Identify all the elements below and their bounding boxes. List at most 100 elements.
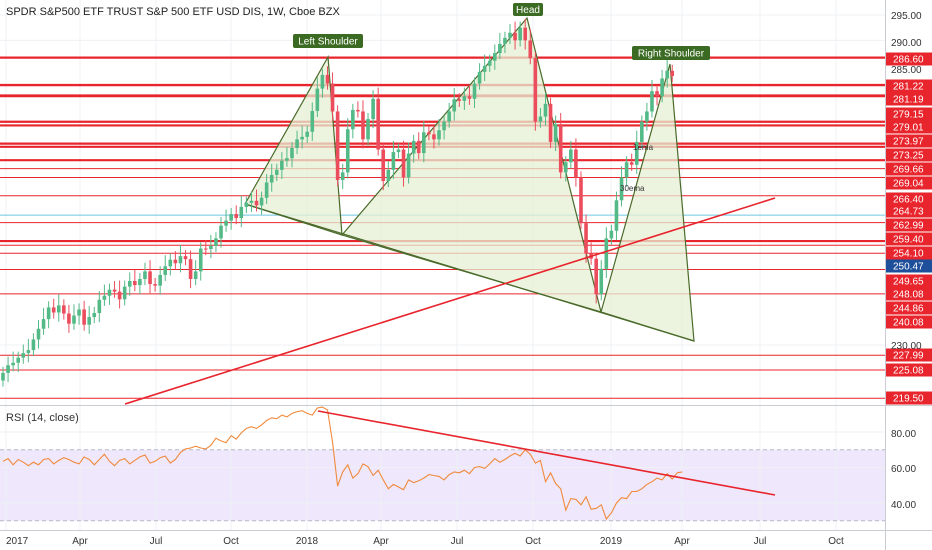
- candle-body: [366, 119, 370, 140]
- candle-body: [655, 91, 659, 97]
- candle-body: [148, 271, 152, 285]
- candle-body: [163, 266, 168, 275]
- price-axis: 286.60 281.22 281.19 279.15 279.01 273.97 273.…: [886, 11, 932, 405]
- rsi-tick-40: 40.00: [891, 500, 916, 511]
- price-tick-label: 290.00: [891, 38, 922, 49]
- price-tick-label: 230.00: [891, 341, 922, 352]
- head-label-bg: [513, 3, 543, 16]
- price-level-tag-label: 259.40: [893, 235, 924, 246]
- candle-body: [234, 214, 239, 219]
- price-level-tag: [886, 92, 932, 106]
- chart-title: SPDR S&P500 ETF TRUST S&P 500 ETF USD DI…: [6, 6, 340, 18]
- ema-label-30: 30ema: [620, 184, 645, 193]
- ema-annotations: 1ema 30ema: [620, 143, 654, 193]
- candle-body: [274, 169, 279, 175]
- price-level-tag-label: 273.97: [893, 137, 924, 148]
- candle-body: [153, 284, 157, 286]
- candle-body: [640, 121, 644, 142]
- price-level-tag: [886, 120, 932, 134]
- candle-body: [467, 96, 472, 99]
- candlesticks: [1, 19, 675, 387]
- candle-body: [604, 238, 609, 269]
- candle-body: [138, 279, 142, 286]
- candle-body: [280, 160, 284, 170]
- price-level-tag: [886, 246, 932, 260]
- candle-body: [599, 268, 604, 295]
- pattern-labels: Left Shoulder Head Right Shoulder: [293, 3, 710, 60]
- rsi-title: RSI (14, close): [6, 412, 79, 424]
- candle-body: [523, 27, 528, 41]
- candle-body: [219, 225, 223, 239]
- candle-body: [209, 246, 213, 250]
- candle-body: [487, 60, 492, 66]
- candle-body: [330, 83, 335, 112]
- time-tick-label: Oct: [223, 536, 239, 547]
- candle-body: [320, 74, 325, 89]
- candle-body: [315, 88, 320, 111]
- candle-body: [427, 132, 431, 135]
- ema-label-1: 1ema: [633, 143, 654, 152]
- candle-body: [553, 124, 558, 142]
- price-level-tag: [886, 176, 932, 190]
- candle-body: [574, 149, 578, 178]
- candle-body: [624, 162, 629, 178]
- price-level-tag: [886, 52, 932, 66]
- candle-body: [300, 136, 304, 140]
- candle-body: [340, 172, 345, 180]
- price-level-tag: [886, 301, 932, 315]
- candle-body: [371, 98, 375, 120]
- candle-body: [569, 149, 573, 163]
- candle-body: [513, 32, 517, 41]
- candle-body: [239, 206, 244, 219]
- candle-body: [594, 258, 598, 295]
- candle-body: [437, 130, 441, 140]
- candle-body: [264, 182, 269, 198]
- candle-body: [204, 248, 208, 250]
- price-level-tag: [886, 148, 932, 162]
- candle-body: [254, 200, 259, 206]
- time-tick-label: 2017: [6, 536, 29, 547]
- rsi-panel: [2, 406, 683, 521]
- price-level-tag: [886, 232, 932, 246]
- candle-body: [543, 103, 548, 117]
- candle-body: [133, 281, 137, 286]
- candle-body: [422, 132, 426, 154]
- candle-body: [82, 309, 86, 325]
- time-tick-label: Apr: [373, 536, 389, 547]
- candle-body: [457, 99, 462, 101]
- candle-body: [528, 40, 533, 59]
- candle-body: [41, 319, 46, 329]
- price-level-tag-label: 249.65: [893, 277, 924, 288]
- candle-body: [26, 350, 31, 354]
- candle-body: [325, 74, 330, 84]
- candle-body: [381, 149, 386, 182]
- candle-body: [31, 339, 36, 351]
- candle-body: [249, 200, 254, 203]
- candle-body: [609, 230, 614, 239]
- time-tick-label: Jul: [754, 536, 767, 547]
- time-tick-label: Jul: [150, 536, 163, 547]
- candle-body: [168, 259, 173, 267]
- candle-body: [224, 220, 228, 226]
- candle-body: [143, 271, 147, 279]
- candle-body: [102, 295, 107, 300]
- candle-body: [97, 299, 102, 314]
- candle-body: [563, 162, 568, 173]
- time-tick-label: Apr: [674, 536, 690, 547]
- price-level-tag: [886, 259, 932, 273]
- candle-body: [579, 177, 583, 224]
- price-level-tag: [886, 218, 932, 232]
- price-level-tag-label: 286.60: [893, 55, 924, 66]
- candle-body: [107, 289, 112, 296]
- candle-body: [629, 162, 634, 165]
- candle-body: [538, 116, 543, 122]
- candle-body: [634, 141, 639, 165]
- price-level-tag-label: 281.19: [893, 95, 924, 106]
- candle-body: [345, 129, 350, 173]
- candle-body: [396, 149, 401, 153]
- candle-body: [290, 148, 294, 159]
- candle-body: [670, 70, 675, 76]
- candle-body: [508, 32, 512, 38]
- candle-body: [477, 71, 482, 84]
- candle-body: [122, 286, 127, 300]
